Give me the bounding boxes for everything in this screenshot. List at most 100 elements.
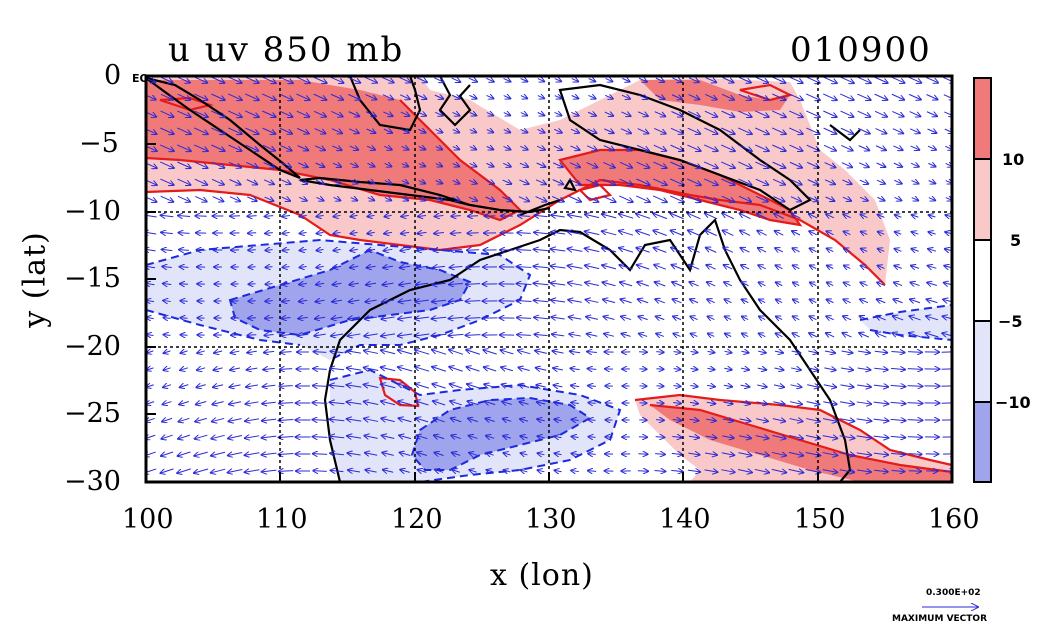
wind-vector [689, 419, 699, 420]
wind-vector [415, 367, 430, 372]
wind-vector [313, 76, 326, 83]
wind-vector [856, 419, 872, 421]
wind-vector [451, 435, 461, 438]
wind-vector [671, 94, 682, 100]
wind-vector [588, 454, 596, 455]
wind-vector [365, 111, 376, 116]
wind-vector [348, 334, 361, 336]
wind-vector [502, 384, 513, 387]
wind-vector [653, 178, 667, 185]
wind-vector [569, 334, 581, 336]
wind-vector [365, 317, 378, 319]
wind-vector [197, 368, 206, 370]
wind-vector [725, 316, 732, 319]
wind-vector [416, 77, 427, 82]
coastlines [146, 76, 861, 482]
wind-vector [909, 111, 921, 117]
wind-vector [248, 301, 256, 302]
colorbar [973, 77, 992, 483]
wind-vector [299, 215, 307, 216]
wind-vector [844, 266, 851, 269]
wind-vector [194, 144, 208, 151]
wind-vector [247, 216, 257, 217]
wind-vector [228, 436, 243, 439]
wind-vector [246, 402, 259, 404]
wind-vector [298, 317, 308, 318]
wind-vector [687, 470, 700, 472]
wind-vector [434, 232, 444, 233]
wind-vector [552, 351, 564, 353]
wind-vector [537, 79, 544, 82]
wind-vector [364, 351, 379, 354]
wind-vector [909, 128, 920, 133]
wind-vector [687, 127, 701, 134]
wind-vector [554, 79, 561, 82]
wind-vector [809, 333, 818, 337]
wind-vector [822, 453, 838, 456]
wind-vector [416, 418, 429, 422]
wind-vector [589, 420, 596, 421]
wind-vector [656, 403, 663, 404]
wind-vector [554, 96, 561, 99]
wind-vector [330, 419, 345, 421]
wind-vector [367, 163, 374, 166]
wind-vector [418, 164, 425, 167]
wind-vector [792, 248, 800, 252]
wind-vector [146, 145, 157, 151]
wind-vector [230, 385, 241, 387]
wind-vector [552, 179, 564, 185]
wind-vector [146, 162, 157, 168]
wind-vector [279, 386, 293, 387]
wind-vector [502, 402, 512, 405]
wind-vector [688, 436, 699, 437]
wind-vector [313, 471, 327, 472]
wind-vector [742, 316, 749, 319]
wind-vector [520, 419, 529, 421]
wind-vector [824, 351, 835, 353]
wind-vector [366, 266, 376, 267]
wind-vector [331, 470, 344, 471]
wind-vector [688, 213, 701, 220]
wind-vector [707, 368, 714, 369]
wind-vector [876, 163, 886, 167]
wind-vector [810, 316, 817, 319]
wind-vector [894, 180, 901, 183]
wind-vector [908, 471, 921, 472]
wind-vector [262, 110, 275, 117]
wind-vector [313, 403, 328, 404]
wind-vector [891, 453, 905, 454]
wind-vector [299, 266, 307, 267]
wind-vector [347, 436, 362, 438]
wind-vector [381, 350, 396, 354]
wind-vector [878, 266, 885, 269]
wind-vector [316, 215, 324, 216]
wind-vector [807, 179, 819, 185]
y-tick-25: −25 [64, 398, 121, 429]
wind-vector [333, 249, 341, 250]
wind-vector [619, 195, 632, 202]
wind-vector [653, 144, 666, 151]
vector-key-value: 0.300E+02 [926, 588, 981, 598]
wind-vector [384, 181, 391, 184]
wind-vector [382, 76, 393, 82]
wind-vector [176, 144, 191, 151]
wind-vector [773, 196, 785, 202]
wind-vector [146, 317, 154, 318]
wind-vector [822, 76, 837, 83]
wind-vector [586, 162, 598, 168]
wind-vector [722, 77, 733, 83]
wind-vector [366, 129, 376, 133]
wind-vector [279, 403, 294, 404]
westerly-region-dark-2 [560, 150, 800, 225]
wind-vector [313, 454, 328, 455]
wind-vector [313, 386, 328, 387]
wind-vector [231, 351, 240, 353]
wind-vector [177, 76, 190, 82]
wind-vector [416, 401, 429, 406]
wind-vector [654, 471, 666, 472]
wind-vector [535, 215, 548, 216]
westerly-band-south-dark [650, 405, 952, 482]
wind-vector [553, 163, 562, 167]
wind-vector [843, 299, 851, 302]
